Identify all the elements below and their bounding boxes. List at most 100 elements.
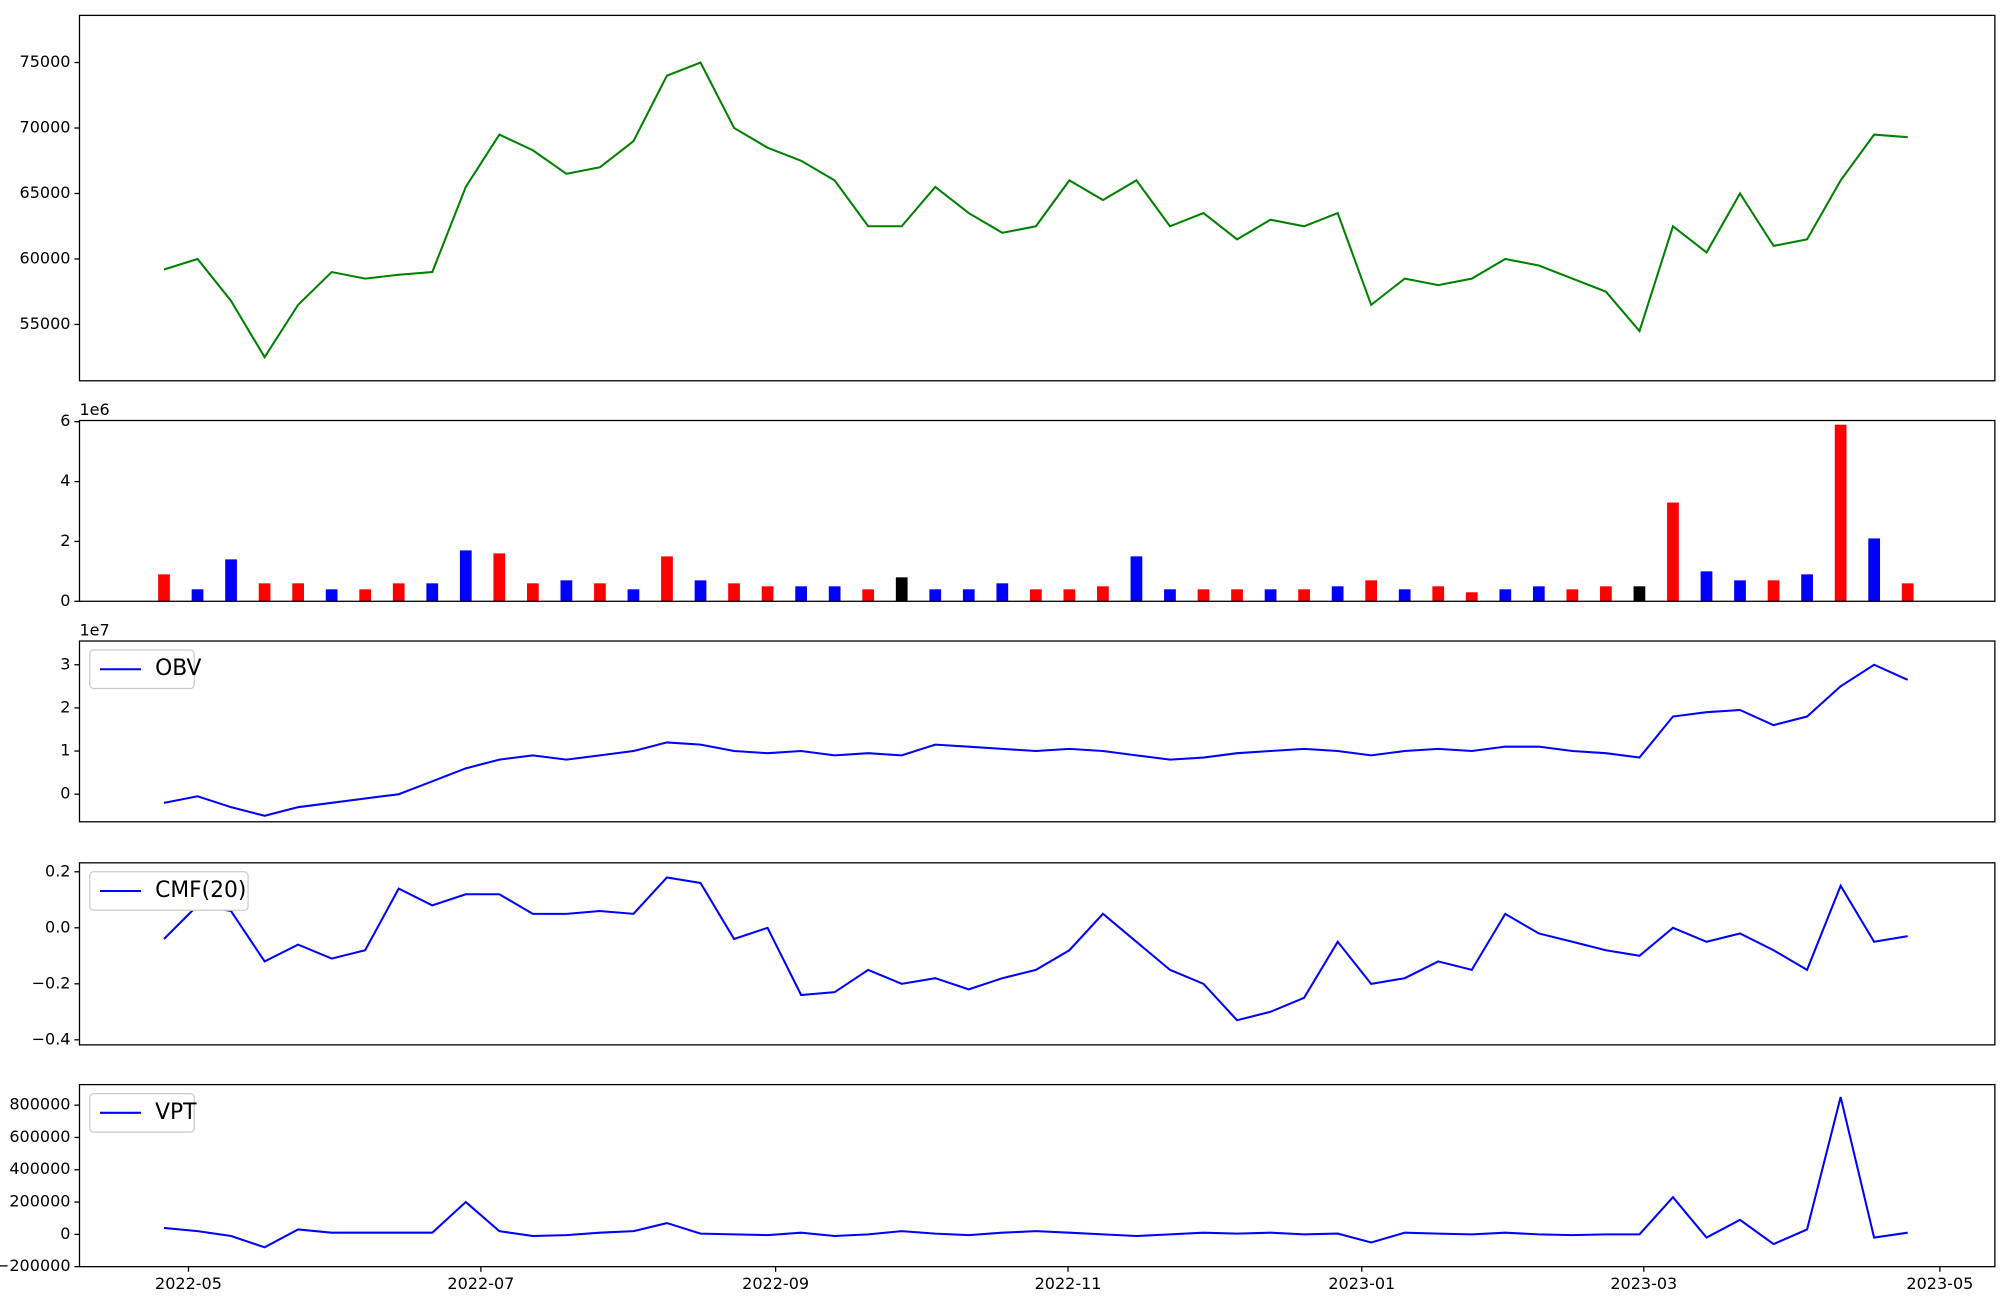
line xyxy=(163,876,1908,1022)
volume-bar xyxy=(1231,589,1243,602)
y-tick-label: 70000 xyxy=(20,118,71,137)
volume-bar xyxy=(1901,583,1914,602)
volume-bar xyxy=(895,577,908,602)
panel: 0 1 2 3 1e7 OBV xyxy=(60,620,1996,823)
y-tick-label: 60000 xyxy=(20,248,71,267)
volume-bar xyxy=(1029,589,1042,602)
axes-frame xyxy=(78,419,1996,602)
volume-bar xyxy=(191,589,204,602)
y-tick-label: 1 xyxy=(60,741,70,760)
volume-bar xyxy=(1868,538,1881,602)
volume-bar xyxy=(1834,424,1847,602)
panel: 55000 60000 65000 70000 75000 xyxy=(20,14,1996,382)
volume-bar xyxy=(1532,586,1545,602)
y-tick-label: 0.0 xyxy=(45,917,70,936)
volume-bar xyxy=(1600,586,1612,602)
y-tick-label: 0.2 xyxy=(45,861,70,880)
volume-bar xyxy=(1700,571,1713,602)
y-tick-label: 800000 xyxy=(9,1095,70,1114)
volume-bar xyxy=(1130,556,1143,602)
axes-frame xyxy=(78,862,1996,1046)
volume-bar xyxy=(1767,580,1780,602)
x-tick-label: 2022-11 xyxy=(1035,1274,1102,1293)
axes-frame xyxy=(78,1083,1996,1268)
y-tick-label: −0.4 xyxy=(32,1029,71,1048)
volume-bar xyxy=(493,553,506,602)
volume-bar xyxy=(359,589,372,602)
y-tick-label: 4 xyxy=(60,471,70,490)
axes-frame xyxy=(78,640,1996,823)
x-tick-label: 2022-07 xyxy=(447,1274,514,1293)
volume-bar xyxy=(225,559,237,602)
volume-bar xyxy=(392,583,405,602)
y-tick-label: 6 xyxy=(60,411,70,430)
x-tick-label: 2023-03 xyxy=(1610,1274,1677,1293)
volume-bar xyxy=(1298,589,1310,602)
y-tick-label: 400000 xyxy=(9,1159,70,1178)
x-tick-label: 2023-01 xyxy=(1328,1274,1395,1293)
volume-bar xyxy=(1465,592,1478,602)
volume-bar xyxy=(1801,574,1813,602)
volume-bar xyxy=(594,583,606,602)
legend-label: CMF(20) xyxy=(155,878,246,903)
volume-bar xyxy=(962,589,975,602)
offset-text: 1e6 xyxy=(79,400,109,419)
panel: 0 2 4 6 1e6 xyxy=(60,400,1996,610)
volume-bar xyxy=(1365,580,1378,602)
line xyxy=(163,1096,1908,1249)
volume-bar xyxy=(1331,586,1344,602)
volume-bar xyxy=(1164,589,1176,602)
volume-bar xyxy=(325,589,338,602)
volume-bar xyxy=(929,589,942,602)
volume-bar xyxy=(661,556,673,602)
y-tick-label: 0 xyxy=(60,784,70,803)
y-tick-label: 75000 xyxy=(20,52,71,71)
volume-bar xyxy=(627,589,640,602)
volume-bar xyxy=(158,574,170,602)
volume-bar xyxy=(1566,589,1579,602)
panel: −200000 0 200000 400000 600000 800000 VPT 2022-… xyxy=(0,1083,1996,1293)
legend-box xyxy=(89,649,195,690)
volume-bar xyxy=(1063,589,1076,602)
panel: −0.4 −0.2 0.0 0.2 CMF(20) xyxy=(32,861,1996,1048)
volume-bar xyxy=(1633,586,1646,602)
volume-bar xyxy=(426,583,439,602)
volume-bar xyxy=(258,583,271,602)
volume-bar xyxy=(526,583,539,602)
volume-bar xyxy=(1097,586,1109,602)
y-tick-label: 2 xyxy=(60,697,70,716)
y-tick-label: 55000 xyxy=(20,314,71,333)
volume-bar xyxy=(1734,580,1746,602)
legend-box xyxy=(89,871,249,911)
volume-bar xyxy=(728,583,740,602)
volume-bar xyxy=(1667,502,1679,602)
volume-bar xyxy=(1197,589,1210,602)
y-tick-label: −200000 xyxy=(0,1256,71,1275)
legend-label: OBV xyxy=(155,656,201,681)
volume-bar xyxy=(560,580,573,602)
x-tick-label: 2022-09 xyxy=(742,1274,809,1293)
y-tick-label: 65000 xyxy=(20,183,71,202)
volume-bar xyxy=(996,583,1009,602)
volume-bar xyxy=(1432,586,1445,602)
line xyxy=(163,663,1909,817)
volume-bar xyxy=(828,586,841,602)
volume-bar xyxy=(761,586,774,602)
y-tick-label: 3 xyxy=(60,654,70,673)
offset-text: 1e7 xyxy=(79,620,109,639)
y-tick-label: 200000 xyxy=(9,1192,70,1211)
y-tick-label: 2 xyxy=(60,531,70,550)
legend-box xyxy=(89,1092,195,1133)
volume-bar xyxy=(694,580,707,602)
y-tick-label: 600000 xyxy=(9,1127,70,1146)
volume-bar xyxy=(1264,589,1277,602)
volume-bar xyxy=(862,589,875,602)
y-tick-label: 0 xyxy=(60,1224,70,1243)
volume-bar xyxy=(795,586,807,602)
volume-bar xyxy=(1499,589,1512,602)
volume-bar xyxy=(459,550,472,602)
volume-bar xyxy=(292,583,304,602)
axes-frame xyxy=(78,14,1996,382)
line xyxy=(163,61,1908,360)
